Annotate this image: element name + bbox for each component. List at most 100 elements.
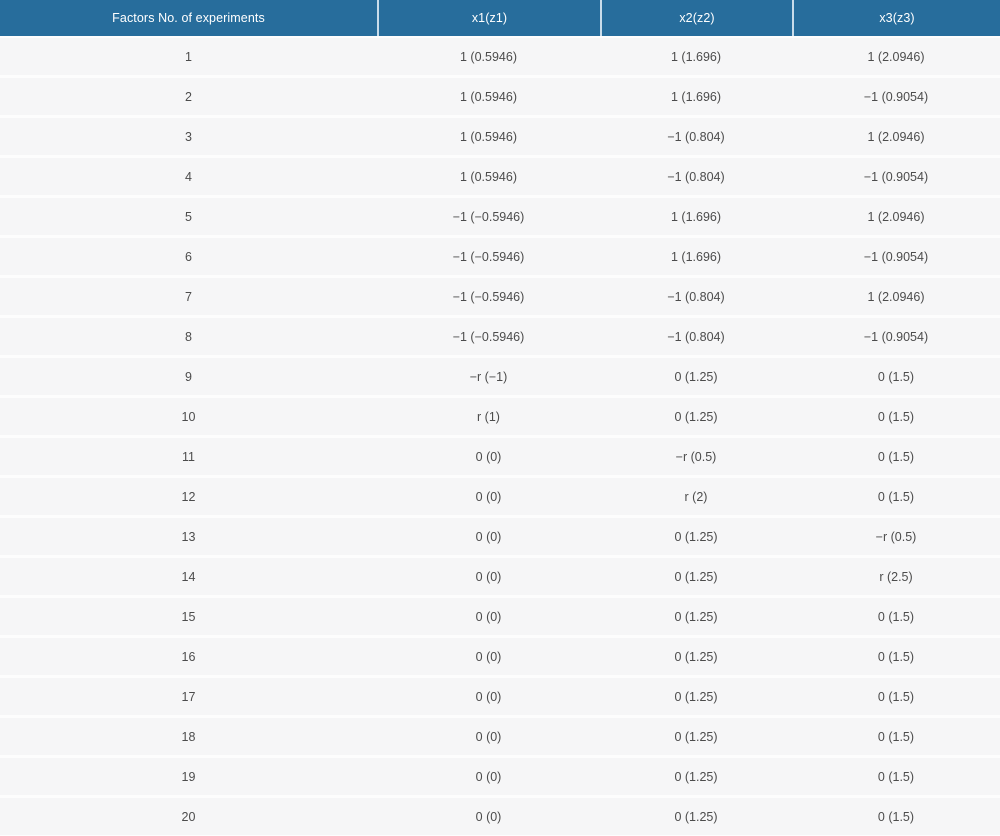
x2-value-cell: r (2) [684, 489, 708, 504]
experiment-number-cell: 19 [181, 769, 196, 784]
x3-value-cell: 0 (1.5) [877, 729, 915, 744]
x2-value-cell: 0 (1.25) [674, 409, 718, 424]
experiment-number-cell: 4 [185, 169, 192, 184]
column-header-x2z2: x2(z2) [600, 0, 792, 36]
experiment-number-cell: 6 [185, 249, 192, 264]
x1-value-cell: 1 (0.5946) [460, 169, 517, 184]
experiment-number-cell: 5 [185, 209, 192, 224]
experiment-number-cell: 13 [181, 529, 196, 544]
table-row: 12 0 (0) r (2) 0 (1.5) [0, 478, 1000, 515]
table-row: 19 0 (0) 0 (1.25) 0 (1.5) [0, 758, 1000, 795]
experiment-number-cell: 16 [181, 649, 196, 664]
x3-value-cell: r (2.5) [879, 569, 913, 584]
x3-value-cell: 0 (1.5) [877, 609, 915, 624]
table-row: 17 0 (0) 0 (1.25) 0 (1.5) [0, 678, 1000, 715]
table-header-row: Factors No. of experiments x1(z1) x2(z2)… [0, 0, 1000, 36]
x2-value-cell: −1 (0.804) [667, 289, 725, 304]
x2-value-cell: −r (0.5) [675, 449, 717, 464]
x3-value-cell: −1 (0.9054) [863, 329, 929, 344]
x2-value-cell: 0 (1.25) [674, 809, 718, 824]
x2-value-cell: 1 (1.696) [670, 249, 722, 264]
x1-value-cell: −1 (−0.5946) [452, 289, 525, 304]
x2-value-cell: 0 (1.25) [674, 609, 718, 624]
x2-value-cell: 0 (1.25) [674, 569, 718, 584]
experiment-number-cell: 1 [185, 49, 192, 64]
x3-value-cell: 1 (2.0946) [867, 129, 925, 144]
x3-value-cell: 0 (1.5) [877, 769, 915, 784]
experiment-number-cell: 12 [181, 489, 196, 504]
table-row: 4 1 (0.5946) −1 (0.804) −1 (0.9054) [0, 158, 1000, 195]
x1-value-cell: 1 (0.5946) [460, 89, 517, 104]
table-row: 8 −1 (−0.5946) −1 (0.804) −1 (0.9054) [0, 318, 1000, 355]
column-header-x3z3: x3(z3) [792, 0, 1000, 36]
x2-value-cell: 0 (1.25) [674, 369, 718, 384]
experiment-number-cell: 14 [181, 569, 196, 584]
x1-value-cell: 0 (0) [475, 689, 502, 704]
x1-value-cell: 0 (0) [475, 809, 502, 824]
table-row: 6 −1 (−0.5946) 1 (1.696) −1 (0.9054) [0, 238, 1000, 275]
table-row: 16 0 (0) 0 (1.25) 0 (1.5) [0, 638, 1000, 675]
x3-value-cell: 0 (1.5) [877, 369, 915, 384]
experiment-number-cell: 9 [185, 369, 192, 384]
x2-value-cell: −1 (0.804) [667, 169, 725, 184]
x3-value-cell: 0 (1.5) [877, 409, 915, 424]
x2-value-cell: 1 (1.696) [670, 49, 722, 64]
x1-value-cell: 0 (0) [475, 609, 502, 624]
x1-value-cell: −1 (−0.5946) [452, 209, 525, 224]
x1-value-cell: −1 (−0.5946) [452, 249, 525, 264]
table-row: 11 0 (0) −r (0.5) 0 (1.5) [0, 438, 1000, 475]
table-row: 20 0 (0) 0 (1.25) 0 (1.5) [0, 798, 1000, 835]
x3-value-cell: −1 (0.9054) [863, 249, 929, 264]
x1-value-cell: 1 (0.5946) [460, 49, 517, 64]
table-row: 7 −1 (−0.5946) −1 (0.804) 1 (2.0946) [0, 278, 1000, 315]
x3-value-cell: 0 (1.5) [877, 649, 915, 664]
table-row: 15 0 (0) 0 (1.25) 0 (1.5) [0, 598, 1000, 635]
x1-value-cell: r (1) [477, 409, 500, 424]
x3-value-cell: 0 (1.5) [877, 489, 915, 504]
x3-value-cell: −1 (0.9054) [863, 169, 929, 184]
x2-value-cell: −1 (0.804) [667, 129, 725, 144]
experiment-number-cell: 10 [181, 409, 196, 424]
experiment-number-cell: 8 [185, 329, 192, 344]
x2-value-cell: 0 (1.25) [674, 729, 718, 744]
experiment-number-cell: 11 [182, 449, 195, 464]
x1-value-cell: −1 (−0.5946) [452, 329, 525, 344]
table-row: 9 −r (−1) 0 (1.25) 0 (1.5) [0, 358, 1000, 395]
x3-value-cell: 1 (2.0946) [867, 209, 925, 224]
table-row: 10 r (1) 0 (1.25) 0 (1.5) [0, 398, 1000, 435]
table-body: 1 1 (0.5946) 1 (1.696) 1 (2.0946) 2 1 (0… [0, 36, 1000, 835]
x3-value-cell: 0 (1.5) [877, 689, 915, 704]
x3-value-cell: −r (0.5) [875, 529, 917, 544]
x1-value-cell: 0 (0) [475, 449, 502, 464]
x1-value-cell: −r (−1) [469, 369, 508, 384]
x2-value-cell: 0 (1.25) [674, 529, 718, 544]
x1-value-cell: 0 (0) [475, 489, 502, 504]
experiment-number-cell: 20 [181, 809, 196, 824]
x1-value-cell: 1 (0.5946) [460, 129, 517, 144]
table-row: 5 −1 (−0.5946) 1 (1.696) 1 (2.0946) [0, 198, 1000, 235]
column-header-x1z1: x1(z1) [377, 0, 600, 36]
table-row: 3 1 (0.5946) −1 (0.804) 1 (2.0946) [0, 118, 1000, 155]
experiment-number-cell: 3 [185, 129, 192, 144]
x2-value-cell: 1 (1.696) [670, 89, 722, 104]
x3-value-cell: 1 (2.0946) [867, 49, 925, 64]
x2-value-cell: −1 (0.804) [667, 329, 725, 344]
x2-value-cell: 0 (1.25) [674, 769, 718, 784]
x3-value-cell: 0 (1.5) [877, 809, 915, 824]
table-row: 13 0 (0) 0 (1.25) −r (0.5) [0, 518, 1000, 555]
table-row: 1 1 (0.5946) 1 (1.696) 1 (2.0946) [0, 38, 1000, 75]
table-row: 18 0 (0) 0 (1.25) 0 (1.5) [0, 718, 1000, 755]
x1-value-cell: 0 (0) [475, 569, 502, 584]
experiment-number-cell: 17 [181, 689, 196, 704]
experiment-number-cell: 7 [185, 289, 192, 304]
x2-value-cell: 0 (1.25) [674, 649, 718, 664]
x2-value-cell: 0 (1.25) [674, 689, 718, 704]
x3-value-cell: 0 (1.5) [877, 449, 915, 464]
x1-value-cell: 0 (0) [475, 649, 502, 664]
x2-value-cell: 1 (1.696) [670, 209, 722, 224]
table-row: 2 1 (0.5946) 1 (1.696) −1 (0.9054) [0, 78, 1000, 115]
table-row: 14 0 (0) 0 (1.25) r (2.5) [0, 558, 1000, 595]
column-header-factors: Factors No. of experiments [112, 11, 265, 25]
